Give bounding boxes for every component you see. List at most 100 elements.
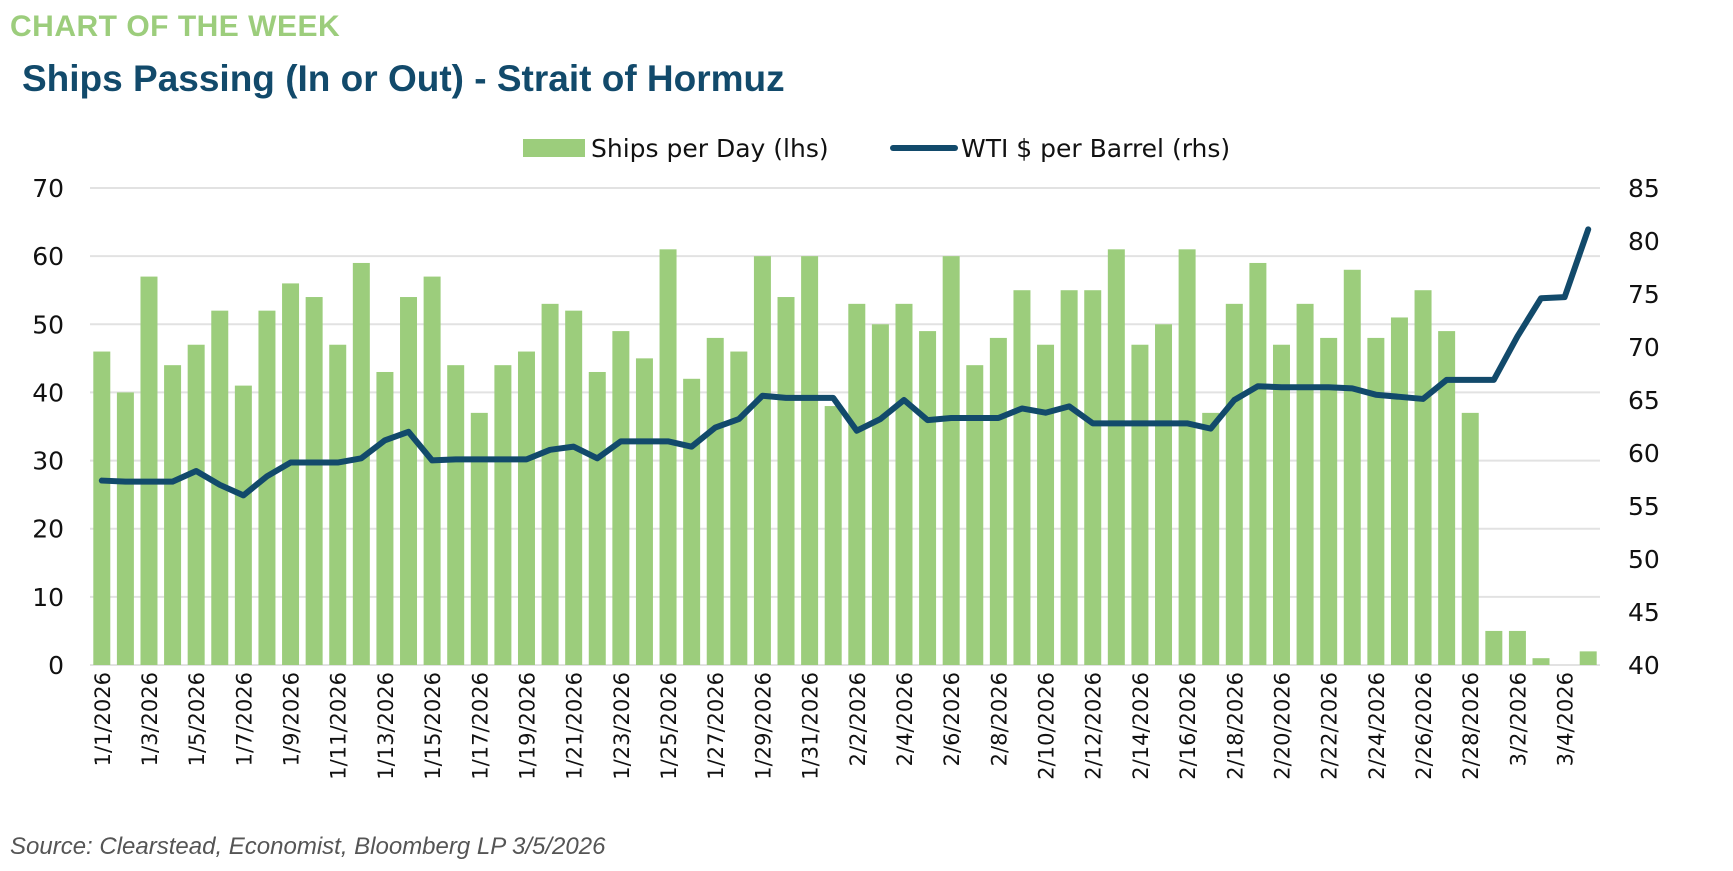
bar: [423, 276, 441, 665]
bar: [329, 344, 347, 665]
x-axis-tick: 2/12/2026: [1082, 672, 1106, 780]
x-axis-tick: 3/4/2026: [1554, 672, 1578, 766]
bar: [565, 310, 583, 665]
x-axis-tick: 2/22/2026: [1318, 672, 1342, 780]
bar: [400, 297, 418, 665]
x-axis-tick: 1/31/2026: [799, 672, 823, 780]
right-axis-tick: 40: [1628, 651, 1660, 680]
bar: [1485, 630, 1503, 665]
legend-label-wti: WTI $ per Barrel (rhs): [961, 134, 1230, 163]
x-axis-tick: 1/5/2026: [185, 672, 209, 766]
bar: [895, 303, 913, 665]
x-axis-tick: 1/3/2026: [138, 672, 162, 766]
bar: [919, 331, 937, 665]
bar: [305, 297, 323, 665]
bar: [447, 365, 465, 665]
bar: [258, 310, 276, 665]
bar: [1414, 290, 1432, 665]
bar: [140, 276, 158, 665]
x-axis-tick: 2/10/2026: [1035, 672, 1059, 780]
x-axis-tick: 2/4/2026: [893, 672, 917, 766]
bar: [164, 365, 182, 665]
x-axis-tick: 1/13/2026: [374, 672, 398, 780]
bar: [1438, 331, 1456, 665]
bar: [635, 358, 653, 665]
x-axis-tick: 1/17/2026: [468, 672, 492, 780]
bar: [1508, 630, 1526, 665]
bar: [376, 371, 394, 665]
x-axis-tick: 2/20/2026: [1270, 672, 1294, 780]
bar: [966, 365, 984, 665]
bar: [1155, 324, 1173, 665]
bar: [517, 351, 535, 665]
bar-series: [93, 249, 1597, 666]
wti-line: [98, 226, 1592, 499]
x-axis-tick: 2/28/2026: [1459, 672, 1483, 780]
x-axis-tick: 2/2/2026: [846, 672, 870, 766]
bar: [1579, 651, 1597, 665]
left-axis-tick: 40: [32, 378, 64, 407]
x-axis-tick: 1/21/2026: [563, 672, 587, 780]
bar: [541, 303, 559, 665]
bar: [116, 392, 134, 665]
bar: [753, 256, 771, 665]
bar: [1225, 303, 1243, 665]
x-axis-tick: 3/2/2026: [1506, 672, 1530, 766]
bar: [93, 351, 111, 665]
bar: [282, 283, 300, 665]
legend-swatch-ships: [523, 139, 585, 157]
bar: [848, 303, 866, 665]
x-axis-tick: 1/19/2026: [515, 672, 539, 780]
bar: [1296, 303, 1314, 665]
bar: [1060, 290, 1078, 665]
bar: [1461, 412, 1479, 665]
bar: [777, 297, 795, 665]
bar: [1390, 317, 1408, 665]
x-axis-ticks: 1/1/2026 1/3/2026 1/5/2026 1/7/2026 1/9/2026…: [91, 672, 1578, 780]
right-axis-tick: 75: [1628, 280, 1660, 309]
x-axis-tick: 2/6/2026: [940, 672, 964, 766]
bar: [659, 249, 677, 666]
x-axis-tick: 2/16/2026: [1176, 672, 1200, 780]
bar: [942, 256, 960, 665]
left-axis-tick: 0: [48, 651, 64, 680]
bar: [1249, 262, 1267, 665]
x-axis-tick: 1/29/2026: [751, 672, 775, 780]
left-axis-tick: 60: [32, 242, 64, 271]
x-axis-tick: 1/27/2026: [704, 672, 728, 780]
x-axis-tick: 2/18/2026: [1223, 672, 1247, 780]
bar: [470, 412, 488, 665]
bar: [1532, 658, 1550, 665]
x-axis-tick: 1/7/2026: [232, 672, 256, 766]
right-axis-ticks: 40 45 50 55 60 65 70 75 80 85: [1628, 174, 1660, 680]
right-axis-tick: 80: [1628, 227, 1660, 256]
bar: [683, 378, 701, 665]
x-axis-tick: 1/11/2026: [327, 672, 351, 780]
left-axis-tick: 50: [32, 310, 64, 339]
left-axis-tick: 70: [32, 174, 64, 203]
right-axis-tick: 55: [1628, 492, 1660, 521]
bar: [1343, 269, 1361, 665]
left-axis-ticks: 0 10 20 30 40 50 60 70: [32, 174, 64, 680]
bar: [824, 406, 842, 665]
line-series: [98, 226, 1592, 499]
source-note: Source: Clearstead, Economist, Bloomberg…: [10, 833, 606, 860]
bar: [1178, 249, 1196, 666]
legend: Ships per Day (lhs) WTI $ per Barrel (rh…: [523, 134, 1230, 163]
bar: [588, 371, 606, 665]
right-axis-tick: 70: [1628, 333, 1660, 362]
right-axis-tick: 65: [1628, 386, 1660, 415]
chart-title: Ships Passing (In or Out) - Strait of Ho…: [22, 58, 785, 99]
left-axis-tick: 30: [32, 447, 64, 476]
x-axis-tick: 1/9/2026: [280, 672, 304, 766]
bar: [612, 331, 630, 665]
chart-kicker: CHART OF THE WEEK: [10, 10, 341, 43]
right-axis-tick: 60: [1628, 439, 1660, 468]
x-axis-tick: 2/26/2026: [1412, 672, 1436, 780]
bar: [1320, 337, 1338, 665]
bar: [234, 385, 252, 665]
bar: [730, 351, 748, 665]
left-axis-tick: 20: [32, 515, 64, 544]
bar: [1037, 344, 1055, 665]
